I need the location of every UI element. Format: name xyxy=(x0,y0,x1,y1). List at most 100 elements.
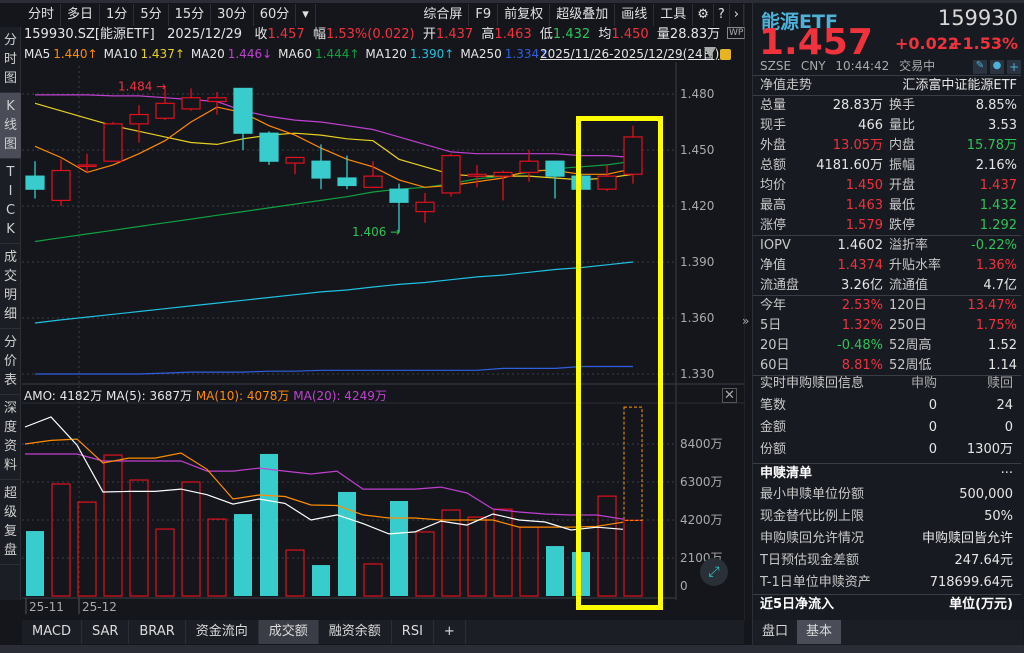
amount-bar[interactable] xyxy=(260,453,278,596)
amount-bar[interactable] xyxy=(312,565,330,596)
amount-bar[interactable] xyxy=(415,531,435,597)
amount-bar[interactable] xyxy=(51,483,71,597)
period-tab[interactable]: 分时 xyxy=(22,4,62,26)
candle[interactable] xyxy=(51,159,71,206)
period-tab[interactable]: 1分 xyxy=(100,4,135,26)
close-indicator-icon[interactable]: ✕ xyxy=(722,388,737,403)
candle[interactable] xyxy=(519,150,539,182)
alert-bell-icon[interactable]: ● xyxy=(990,60,1004,74)
indicator-tab[interactable]: MACD xyxy=(22,620,82,644)
candle[interactable] xyxy=(129,105,149,143)
amount-bar[interactable] xyxy=(155,528,175,597)
toolbar-button[interactable]: 超级叠加 xyxy=(550,4,616,26)
candle[interactable] xyxy=(259,131,279,165)
indicator-tab[interactable]: SAR xyxy=(82,620,130,644)
candle-body xyxy=(77,164,97,168)
date-range-link[interactable]: 2025/11/26-2025/12/29(24日) xyxy=(540,47,720,61)
sidebar-tab[interactable]: 超级复盘 xyxy=(0,480,21,565)
candle[interactable] xyxy=(623,125,643,184)
sidebar-tab[interactable]: 成交明细 xyxy=(0,244,21,329)
candle[interactable] xyxy=(493,170,513,201)
amount-bar[interactable] xyxy=(519,526,539,597)
indicator-tab[interactable]: BRAR xyxy=(129,620,186,644)
candle[interactable] xyxy=(597,164,617,192)
candle[interactable] xyxy=(389,183,409,233)
amount-bar[interactable] xyxy=(390,501,408,596)
candle[interactable] xyxy=(441,153,461,197)
period-tab[interactable]: 多日 xyxy=(61,4,101,26)
amount-bar[interactable] xyxy=(546,546,564,596)
indicator-tab[interactable]: RSI xyxy=(392,620,434,644)
amount-bar[interactable] xyxy=(467,516,487,597)
collapse-panel-icon[interactable]: » xyxy=(742,314,750,328)
candle[interactable] xyxy=(155,86,175,121)
gear-icon[interactable]: ⚙ xyxy=(693,4,714,26)
panel-tab[interactable]: 基本 xyxy=(797,620,842,644)
candle[interactable] xyxy=(285,156,305,175)
add-watchlist-icon[interactable]: + xyxy=(1007,60,1021,74)
toolbar-button[interactable]: 工具 xyxy=(654,4,694,26)
volume-label: 量 xyxy=(656,27,670,42)
amount-bar[interactable] xyxy=(181,481,201,597)
period-tab[interactable]: 30分 xyxy=(211,4,254,26)
amount-bar[interactable] xyxy=(103,454,123,597)
help-icon[interactable]: ? xyxy=(714,4,730,26)
candle[interactable] xyxy=(181,88,201,111)
amount-bar[interactable] xyxy=(363,563,383,597)
toolbar-button[interactable]: 综合屏 xyxy=(417,4,470,26)
nav-trend-link[interactable]: 净值走势 xyxy=(760,78,813,93)
amount-bar[interactable] xyxy=(597,495,617,597)
candle[interactable] xyxy=(233,87,253,150)
panel-tab[interactable]: 盘口 xyxy=(762,624,789,639)
candle[interactable] xyxy=(77,153,97,173)
period-tab[interactable]: 5分 xyxy=(134,4,169,26)
sidebar-tab[interactable]: 深度资料 xyxy=(0,395,21,480)
toolbar-button[interactable]: F9 xyxy=(469,4,499,26)
amount-bar[interactable] xyxy=(285,549,305,597)
candle[interactable] xyxy=(415,192,435,223)
amount-bar[interactable] xyxy=(234,514,252,596)
toolbar-button[interactable]: 画线 xyxy=(615,4,655,26)
candle[interactable] xyxy=(103,122,123,162)
kline-chart[interactable]: 1.480 1.450 1.420 1.390 1.360 1.330 8400万 6300万… xyxy=(0,0,745,620)
period-tab[interactable]: 15分 xyxy=(169,4,212,26)
indicator-tab[interactable]: 融资余额 xyxy=(319,620,392,644)
period-tab[interactable]: 60分 xyxy=(254,4,297,26)
list-value: 247.64元 xyxy=(954,553,1014,568)
candle[interactable] xyxy=(311,144,331,190)
amount-bar[interactable] xyxy=(441,509,461,597)
nav-trend-row[interactable]: 净值走势 汇添富中证能源ETF xyxy=(753,76,1021,96)
candle[interactable] xyxy=(467,164,487,188)
candle[interactable] xyxy=(25,161,45,199)
col-header: 赎回 xyxy=(986,376,1013,391)
stat-value: 3.26亿 xyxy=(841,278,883,293)
expand-icon[interactable]: ⤢ xyxy=(700,558,728,586)
stat-value: 1.432 xyxy=(979,198,1017,213)
amount-bar[interactable] xyxy=(129,479,149,597)
lock-icon[interactable] xyxy=(720,49,731,60)
indicator-tab[interactable]: 资金流向 xyxy=(186,620,259,644)
amount-bar[interactable] xyxy=(493,508,513,597)
next-icon[interactable]: › xyxy=(730,4,744,26)
amount-bar[interactable] xyxy=(338,491,356,596)
indicator-tab[interactable]: + xyxy=(434,620,466,644)
amount-bar[interactable] xyxy=(207,518,227,597)
candle[interactable] xyxy=(337,155,357,190)
amount-bar[interactable] xyxy=(77,501,97,597)
toolbar-button[interactable]: 前复权 xyxy=(498,4,551,26)
more-icon[interactable]: ··· xyxy=(1000,466,1013,481)
sidebar-tab[interactable]: 分时图 xyxy=(0,27,21,93)
period-tab[interactable]: ▾ xyxy=(296,4,316,26)
ma-value: 1.444↑ xyxy=(315,47,360,61)
candle[interactable] xyxy=(207,92,227,115)
amount-bar[interactable] xyxy=(26,531,44,596)
sidebar-tab[interactable]: 分价表 xyxy=(0,329,21,395)
edit-icon[interactable]: ✎ xyxy=(973,60,987,74)
stat-value: 28.83万 xyxy=(832,98,883,113)
range-dropdown-icon[interactable] xyxy=(704,47,716,58)
candle[interactable] xyxy=(363,161,383,188)
candle[interactable] xyxy=(545,160,565,199)
indicator-tab[interactable]: 成交额 xyxy=(258,620,319,644)
